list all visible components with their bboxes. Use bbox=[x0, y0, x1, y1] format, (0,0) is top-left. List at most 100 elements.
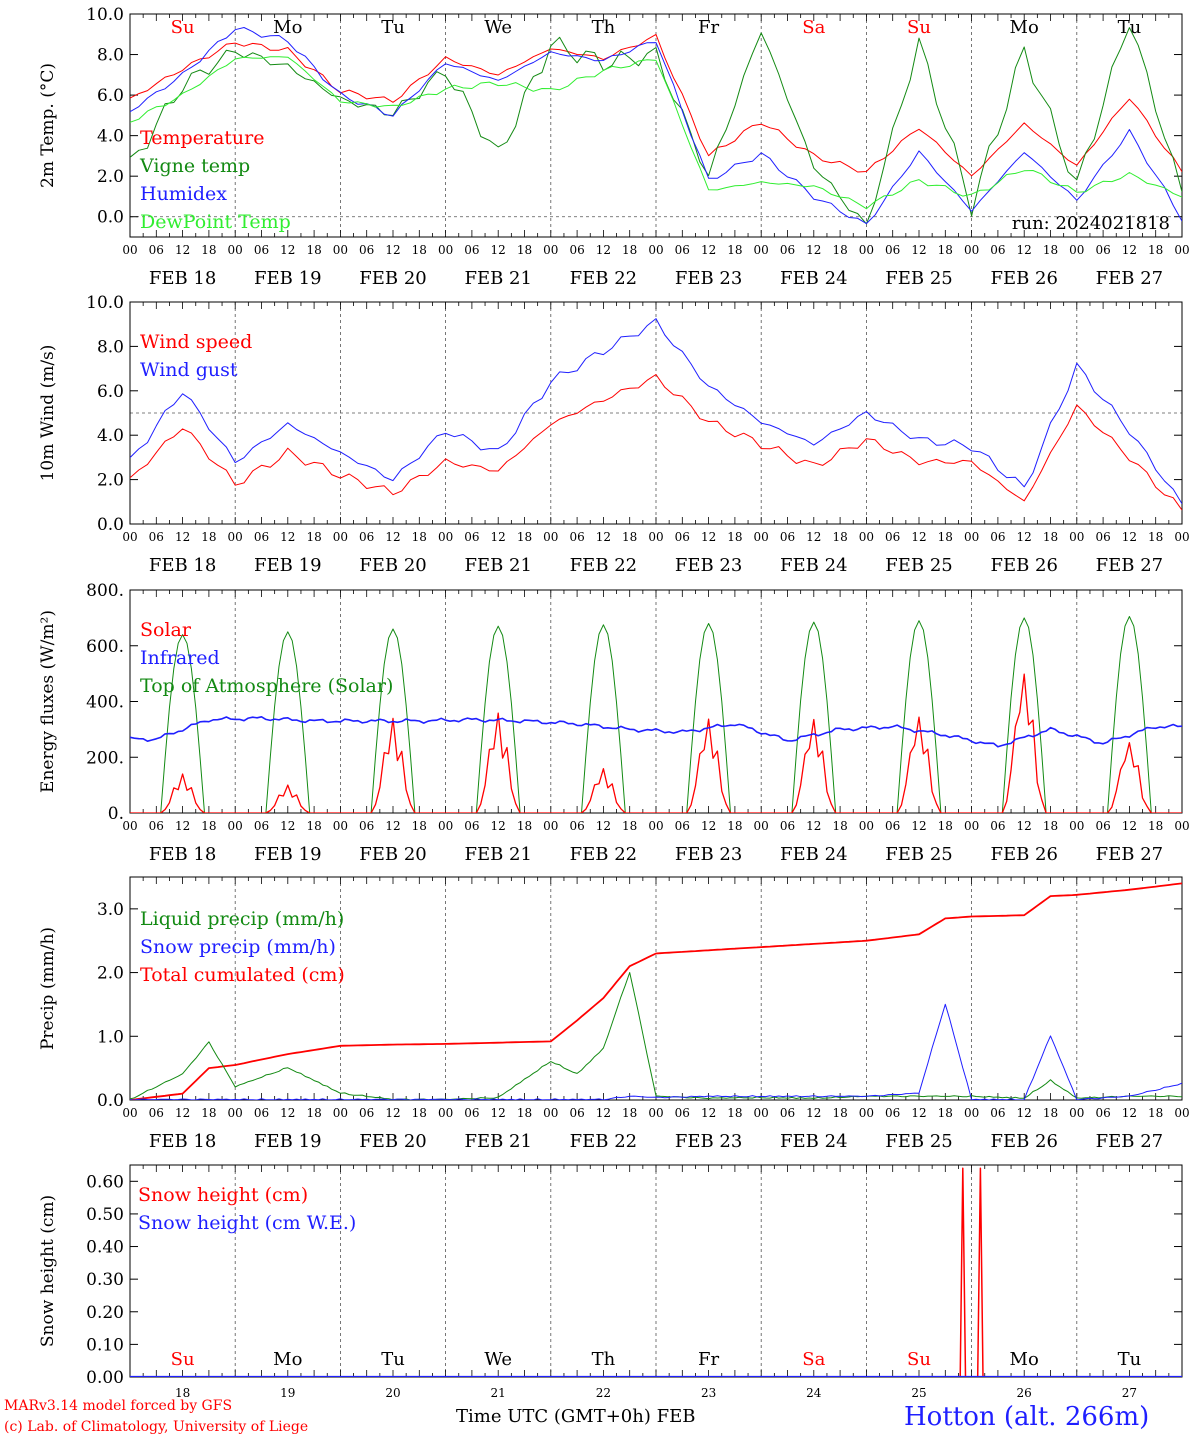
hour-tick-label: 18 bbox=[727, 819, 742, 833]
hour-tick-label: 00 bbox=[228, 1106, 243, 1120]
hour-tick-label: 12 bbox=[175, 1106, 190, 1120]
snow-height-line bbox=[130, 1167, 1182, 1377]
hour-tick-label: 18 bbox=[1148, 243, 1163, 257]
hour-tick-label: 12 bbox=[911, 530, 926, 544]
hour-tick-label: 12 bbox=[806, 243, 821, 257]
hour-tick-label: 00 bbox=[228, 243, 243, 257]
hour-tick-label: 12 bbox=[1017, 1106, 1032, 1120]
hour-tick-label: 06 bbox=[569, 1106, 584, 1120]
series-group bbox=[130, 1167, 1182, 1377]
hour-tick-label: 00 bbox=[543, 1106, 558, 1120]
hour-tick-label: 12 bbox=[596, 819, 611, 833]
day-number-label: 27 bbox=[1122, 1386, 1137, 1400]
hour-tick-label: 06 bbox=[885, 1106, 900, 1120]
date-label: FEB 23 bbox=[675, 268, 742, 289]
hour-tick-label: 18 bbox=[517, 1106, 532, 1120]
day-name-label: Tu bbox=[1118, 17, 1142, 38]
hour-tick-label: 18 bbox=[832, 530, 847, 544]
panel-3: 0. 200. 400. 600. 800. Energy fluxes (W/m²) 00… bbox=[38, 581, 1190, 865]
date-label: FEB 25 bbox=[885, 555, 952, 576]
day-name-label: We bbox=[484, 17, 512, 38]
series-line-1 bbox=[130, 972, 1182, 1100]
date-label: FEB 18 bbox=[149, 844, 216, 865]
y-tick-label: 0.50 bbox=[86, 1205, 124, 1225]
date-label: FEB 22 bbox=[570, 555, 637, 576]
hour-tick-label: 00 bbox=[754, 819, 769, 833]
day-name-label: Tu bbox=[381, 17, 405, 38]
hour-tick-label: 18 bbox=[306, 243, 321, 257]
hour-tick-label: 12 bbox=[806, 819, 821, 833]
hour-tick-label: 00 bbox=[438, 530, 453, 544]
hour-tick-label: 18 bbox=[622, 243, 637, 257]
hour-tick-label: 06 bbox=[990, 243, 1005, 257]
station-name: Hotton (alt. 266m) bbox=[904, 1402, 1150, 1432]
legend-entry: Humidex bbox=[140, 183, 227, 205]
series-line-2 bbox=[130, 27, 1182, 225]
hour-tick-label: 18 bbox=[306, 1106, 321, 1120]
date-label: FEB 24 bbox=[780, 555, 847, 576]
hour-tick-label: 18 bbox=[1043, 243, 1058, 257]
date-label: FEB 21 bbox=[464, 268, 531, 289]
day-name-label: Su bbox=[171, 1349, 195, 1370]
hour-tick-label: 18 bbox=[938, 819, 953, 833]
hour-tick-label: 18 bbox=[727, 243, 742, 257]
date-label: FEB 18 bbox=[149, 1131, 216, 1152]
legend-entry: Wind speed bbox=[140, 331, 252, 353]
date-label: FEB 24 bbox=[780, 268, 847, 289]
hour-tick-label: 06 bbox=[569, 243, 584, 257]
date-label: FEB 18 bbox=[149, 555, 216, 576]
hour-tick-label: 00 bbox=[964, 1106, 979, 1120]
date-label: FEB 23 bbox=[675, 1131, 742, 1152]
legend-entry: DewPoint Temp bbox=[140, 211, 291, 233]
hour-tick-label: 00 bbox=[543, 530, 558, 544]
date-label: FEB 26 bbox=[990, 268, 1057, 289]
model-credit: MARv3.14 model forced by GFS bbox=[4, 1398, 233, 1414]
run-annotation: run: 2024021818 bbox=[1012, 213, 1170, 234]
day-number-label: 18 bbox=[175, 1386, 190, 1400]
hour-tick-label: 06 bbox=[464, 819, 479, 833]
hour-tick-label: 00 bbox=[228, 530, 243, 544]
infrared-line bbox=[130, 715, 1182, 748]
hour-tick-label: 00 bbox=[964, 819, 979, 833]
day-number-label: 19 bbox=[280, 1386, 295, 1400]
date-label: FEB 19 bbox=[254, 555, 321, 576]
hour-tick-label: 12 bbox=[1017, 530, 1032, 544]
legend-entry: Top of Atmosphere (Solar) bbox=[140, 675, 393, 697]
day-name-label: Su bbox=[171, 17, 195, 38]
hour-tick-label: 12 bbox=[596, 530, 611, 544]
hour-tick-label: 12 bbox=[491, 819, 506, 833]
date-label: FEB 20 bbox=[359, 268, 426, 289]
y-tick-label: 0.0 bbox=[97, 1091, 124, 1111]
hour-tick-label: 12 bbox=[491, 530, 506, 544]
hour-tick-label: 12 bbox=[491, 1106, 506, 1120]
date-label: FEB 23 bbox=[675, 844, 742, 865]
hour-tick-label: 00 bbox=[333, 819, 348, 833]
y-tick-label: 6.0 bbox=[97, 382, 124, 402]
legend-entry: Temperature bbox=[140, 127, 264, 149]
day-number-label: 23 bbox=[701, 1386, 716, 1400]
hour-tick-label: 12 bbox=[806, 530, 821, 544]
hour-tick-label: 06 bbox=[780, 819, 795, 833]
y-tick-label: 4.0 bbox=[97, 127, 124, 147]
hour-tick-label: 06 bbox=[254, 819, 269, 833]
date-label: FEB 27 bbox=[1096, 555, 1163, 576]
hour-tick-label: 00 bbox=[859, 243, 874, 257]
hour-tick-label: 12 bbox=[701, 243, 716, 257]
series-group bbox=[130, 27, 1182, 225]
hour-tick-label: 12 bbox=[280, 819, 295, 833]
y-tick-label: 0.20 bbox=[86, 1303, 124, 1323]
hour-tick-label: 12 bbox=[701, 530, 716, 544]
hour-tick-label: 18 bbox=[412, 819, 427, 833]
y-tick-label: 10.0 bbox=[86, 5, 124, 25]
date-label: FEB 24 bbox=[780, 844, 847, 865]
hour-tick-label: 18 bbox=[1043, 1106, 1058, 1120]
hour-tick-label: 00 bbox=[648, 1106, 663, 1120]
hour-tick-label: 06 bbox=[254, 243, 269, 257]
date-label: FEB 27 bbox=[1096, 268, 1163, 289]
y-tick-label: 0.40 bbox=[86, 1238, 124, 1258]
day-name-label: Th bbox=[592, 17, 616, 38]
hour-tick-label: 06 bbox=[359, 530, 374, 544]
date-label: FEB 22 bbox=[570, 1131, 637, 1152]
date-label: FEB 25 bbox=[885, 268, 952, 289]
hour-tick-label: 06 bbox=[780, 530, 795, 544]
